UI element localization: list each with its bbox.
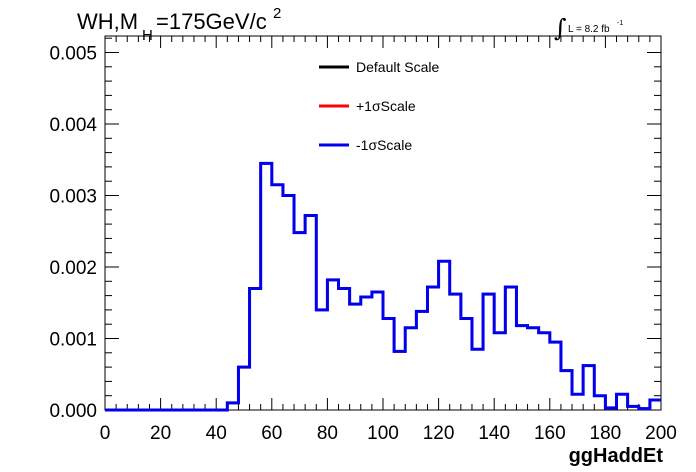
x-tick-label: 160 — [534, 423, 566, 444]
x-tick-label: 80 — [317, 423, 338, 444]
lumi-superscript: -1 — [617, 20, 623, 27]
x-tick-label: 200 — [645, 423, 677, 444]
x-tick-label: 120 — [423, 423, 455, 444]
x-tick-label: 100 — [367, 423, 399, 444]
lumi-text: L = 8.2 fb — [568, 24, 610, 35]
title-main: WH,M — [77, 9, 138, 34]
y-tick-label: 0.003 — [49, 187, 97, 208]
integral-sign: ∫ — [554, 14, 567, 42]
y-tick-label: 0.000 — [49, 401, 97, 422]
y-tick-label: 0.002 — [49, 258, 97, 279]
x-tick-label: 40 — [206, 423, 227, 444]
y-tick-label: 0.001 — [49, 330, 97, 351]
title-subscript: H — [142, 27, 153, 44]
x-tick-label: 0 — [100, 423, 111, 444]
title-superscript: 2 — [273, 5, 281, 22]
series-layer — [105, 161, 661, 412]
series-line-minus1sigma-scale — [105, 161, 661, 412]
x-tick-label: 180 — [590, 423, 622, 444]
legend-label-minus1sigma: -1σScale — [356, 137, 412, 153]
title-rest: =175GeV/c — [156, 9, 267, 34]
y-axis-ticks: 0.000 0.001 0.002 0.003 0.004 0.005 — [49, 37, 661, 422]
x-tick-label: 20 — [150, 423, 171, 444]
legend: Default Scale +1σScale -1σScale — [319, 59, 439, 153]
y-tick-label: 0.004 — [49, 115, 97, 136]
x-tick-label: 140 — [478, 423, 510, 444]
luminosity-label: ∫ L = 8.2 fb -1 — [554, 14, 623, 42]
plot-title: WH,M H =175GeV/c 2 — [77, 5, 281, 44]
x-axis-label: ggHaddEt — [569, 445, 664, 467]
legend-label-plus1sigma: +1σScale — [356, 98, 416, 114]
x-tick-label: 60 — [261, 423, 282, 444]
legend-label-default: Default Scale — [356, 59, 439, 75]
y-tick-label: 0.005 — [49, 44, 97, 65]
